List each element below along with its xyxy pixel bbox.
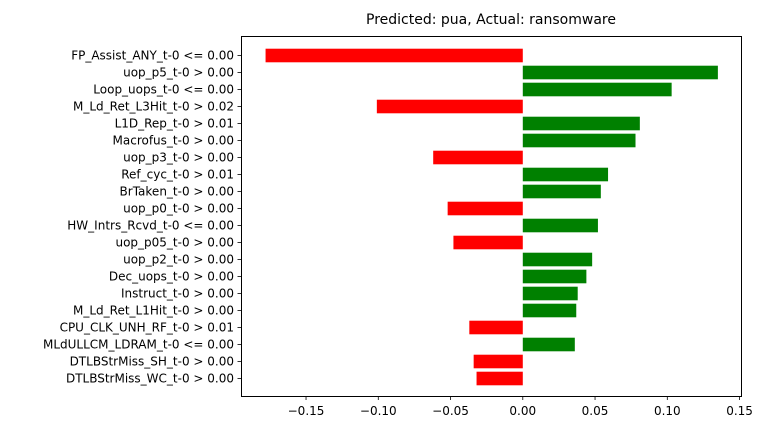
y-tick-label: DTLBStrMiss_WC_t-0 > 0.00 [66,372,234,386]
bar-5 [522,133,636,148]
y-tick-label: CPU_CLK_UNH_RF_t-0 > 0.01 [60,321,234,335]
y-tick-label: Ref_cyc_t-0 > 0.01 [121,168,234,182]
bars-group [265,48,718,386]
y-axis-ticks: FP_Assist_ANY_t-0 <= 0.00 uop_p5_t-0 > 0.… [43,49,241,386]
bar-13 [522,269,587,284]
bar-17 [522,337,575,352]
bar-12 [522,252,593,267]
bar-18 [473,354,523,369]
bar-3 [376,99,523,114]
y-tick-label: Macrofus_t-0 > 0.00 [113,134,234,148]
y-tick-label: Loop_uops_t-0 <= 0.00 [93,83,234,97]
y-tick-label: MLdULLCM_LDRAM_t-0 <= 0.00 [43,338,234,352]
x-tick-label: 0.05 [582,404,609,418]
bar-15 [522,303,577,318]
chart-title: Predicted: pua, Actual: ransomware [366,12,616,28]
bar-7 [522,167,609,182]
bar-19 [476,371,523,386]
bar-8 [522,184,601,199]
y-tick-label: FP_Assist_ANY_t-0 <= 0.00 [71,49,234,63]
x-tick-label: −0.10 [360,404,397,418]
plot-frame [241,36,742,397]
bar-6 [433,150,523,165]
bar-4 [522,116,640,131]
y-tick-label: HW_Intrs_Rcvd_t-0 <= 0.00 [67,219,234,233]
x-tick-label: 0.10 [654,404,681,418]
bar-16 [469,320,523,335]
bar-14 [522,286,578,301]
y-tick-label: uop_p0_t-0 > 0.00 [123,202,234,216]
y-tick-label: uop_p5_t-0 > 0.00 [123,66,234,80]
bar-10 [522,218,598,233]
bar-11 [453,235,523,250]
y-tick-label: M_Ld_Ret_L3Hit_t-0 > 0.02 [73,100,234,114]
y-tick-label: BrTaken_t-0 > 0.00 [120,185,234,199]
x-tick-label: 0.15 [726,404,753,418]
x-tick-label: −0.05 [432,404,469,418]
x-axis-ticks: −0.15 −0.10 −0.05 0.00 0.05 0.10 0.15 [288,396,753,418]
y-tick-label: Instruct_t-0 > 0.00 [121,287,234,301]
bar-2 [522,82,672,97]
y-tick-label: L1D_Rep_t-0 > 0.01 [115,117,234,131]
y-tick-label: Dec_uops_t-0 > 0.00 [109,270,234,284]
y-tick-label: M_Ld_Ret_L1Hit_t-0 > 0.00 [73,304,234,318]
y-tick-label: uop_p3_t-0 > 0.00 [123,151,234,165]
bar-1 [522,65,718,80]
bar-0 [265,48,523,63]
y-tick-label: uop_p2_t-0 > 0.00 [123,253,234,267]
x-tick-label: 0.00 [509,404,536,418]
y-tick-label: DTLBStrMiss_SH_t-0 > 0.00 [70,355,234,369]
y-tick-label: uop_p05_t-0 > 0.00 [115,236,234,250]
bar-9 [447,201,523,216]
x-tick-label: −0.15 [288,404,325,418]
